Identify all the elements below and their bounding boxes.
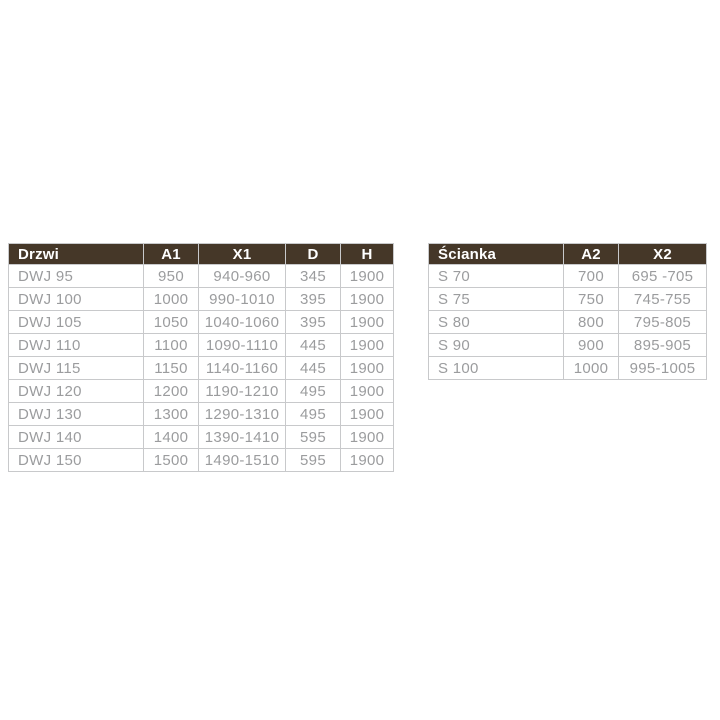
table-cell: DWJ 115 [8,356,144,380]
walls-header-x2: X2 [618,243,707,265]
doors-spec-table: Drzwi A1 X1 D H DWJ 95 950 940-960 345 1900 D… [8,243,394,472]
table-row: S 75 750 745-755 [428,287,707,311]
walls-table-body: S 70 700 695 -705 S 75 750 745-755 S 80 800 795-… [428,264,707,380]
table-cell: 950 [143,264,199,288]
table-cell: 395 [285,287,341,311]
table-cell: DWJ 120 [8,379,144,403]
walls-header-a2: A2 [563,243,619,265]
walls-header-scianka: Ścianka [428,243,564,265]
table-cell: 1000 [143,287,199,311]
table-cell: 1050 [143,310,199,334]
table-row: DWJ 120 1200 1190-1210 495 1900 [8,379,394,403]
table-cell: 1090-1110 [198,333,286,357]
doors-table-body: DWJ 95 950 940-960 345 1900 DWJ 100 1000 990-10… [8,264,394,472]
table-cell: 1000 [563,356,619,380]
table-cell: 595 [285,448,341,472]
table-cell: 800 [563,310,619,334]
doors-header-row: Drzwi A1 X1 D H [8,243,394,265]
doors-header-drzwi: Drzwi [8,243,144,265]
table-cell: DWJ 130 [8,402,144,426]
table-row: DWJ 140 1400 1390-1410 595 1900 [8,425,394,449]
table-cell: DWJ 150 [8,448,144,472]
table-row: DWJ 150 1500 1490-1510 595 1900 [8,448,394,472]
table-cell: 1500 [143,448,199,472]
table-cell: 1140-1160 [198,356,286,380]
table-cell: 495 [285,379,341,403]
table-cell: 1300 [143,402,199,426]
doors-header-a1: A1 [143,243,199,265]
table-cell: 445 [285,356,341,380]
table-row: DWJ 100 1000 990-1010 395 1900 [8,287,394,311]
table-cell: 695 -705 [618,264,707,288]
table-cell: 990-1010 [198,287,286,311]
table-cell: 395 [285,310,341,334]
doors-header-x1: X1 [198,243,286,265]
table-cell: DWJ 105 [8,310,144,334]
table-cell: 750 [563,287,619,311]
table-cell: 495 [285,402,341,426]
doors-header-d: D [285,243,341,265]
table-cell: 1900 [340,448,394,472]
table-row: S 80 800 795-805 [428,310,707,334]
table-cell: S 90 [428,333,564,357]
table-cell: 445 [285,333,341,357]
table-cell: DWJ 95 [8,264,144,288]
table-cell: 1900 [340,264,394,288]
table-cell: 1390-1410 [198,425,286,449]
table-cell: S 80 [428,310,564,334]
table-cell: 995-1005 [618,356,707,380]
table-cell: 1290-1310 [198,402,286,426]
table-cell: 1900 [340,356,394,380]
table-cell: S 70 [428,264,564,288]
table-cell: 1900 [340,402,394,426]
table-cell: 1190-1210 [198,379,286,403]
table-row: S 90 900 895-905 [428,333,707,357]
table-cell: 345 [285,264,341,288]
walls-spec-table: Ścianka A2 X2 S 70 700 695 -705 S 75 750 745-… [428,243,707,380]
table-cell: 1900 [340,425,394,449]
table-cell: 1040-1060 [198,310,286,334]
table-cell: 1900 [340,333,394,357]
table-cell: DWJ 110 [8,333,144,357]
table-row: DWJ 95 950 940-960 345 1900 [8,264,394,288]
table-cell: 700 [563,264,619,288]
table-row: S 100 1000 995-1005 [428,356,707,380]
table-cell: DWJ 100 [8,287,144,311]
table-row: DWJ 105 1050 1040-1060 395 1900 [8,310,394,334]
table-cell: 745-755 [618,287,707,311]
table-cell: 900 [563,333,619,357]
table-cell: 795-805 [618,310,707,334]
table-row: DWJ 110 1100 1090-1110 445 1900 [8,333,394,357]
table-row: S 70 700 695 -705 [428,264,707,288]
table-cell: 1100 [143,333,199,357]
table-cell: 1200 [143,379,199,403]
table-cell: 595 [285,425,341,449]
table-cell: 895-905 [618,333,707,357]
table-cell: 1900 [340,287,394,311]
table-cell: 1150 [143,356,199,380]
table-row: DWJ 130 1300 1290-1310 495 1900 [8,402,394,426]
table-cell: 1490-1510 [198,448,286,472]
table-cell: 1900 [340,310,394,334]
table-cell: DWJ 140 [8,425,144,449]
table-row: DWJ 115 1150 1140-1160 445 1900 [8,356,394,380]
table-cell: 940-960 [198,264,286,288]
doors-header-h: H [340,243,394,265]
walls-header-row: Ścianka A2 X2 [428,243,707,265]
table-cell: 1400 [143,425,199,449]
table-cell: 1900 [340,379,394,403]
table-cell: S 100 [428,356,564,380]
table-cell: S 75 [428,287,564,311]
